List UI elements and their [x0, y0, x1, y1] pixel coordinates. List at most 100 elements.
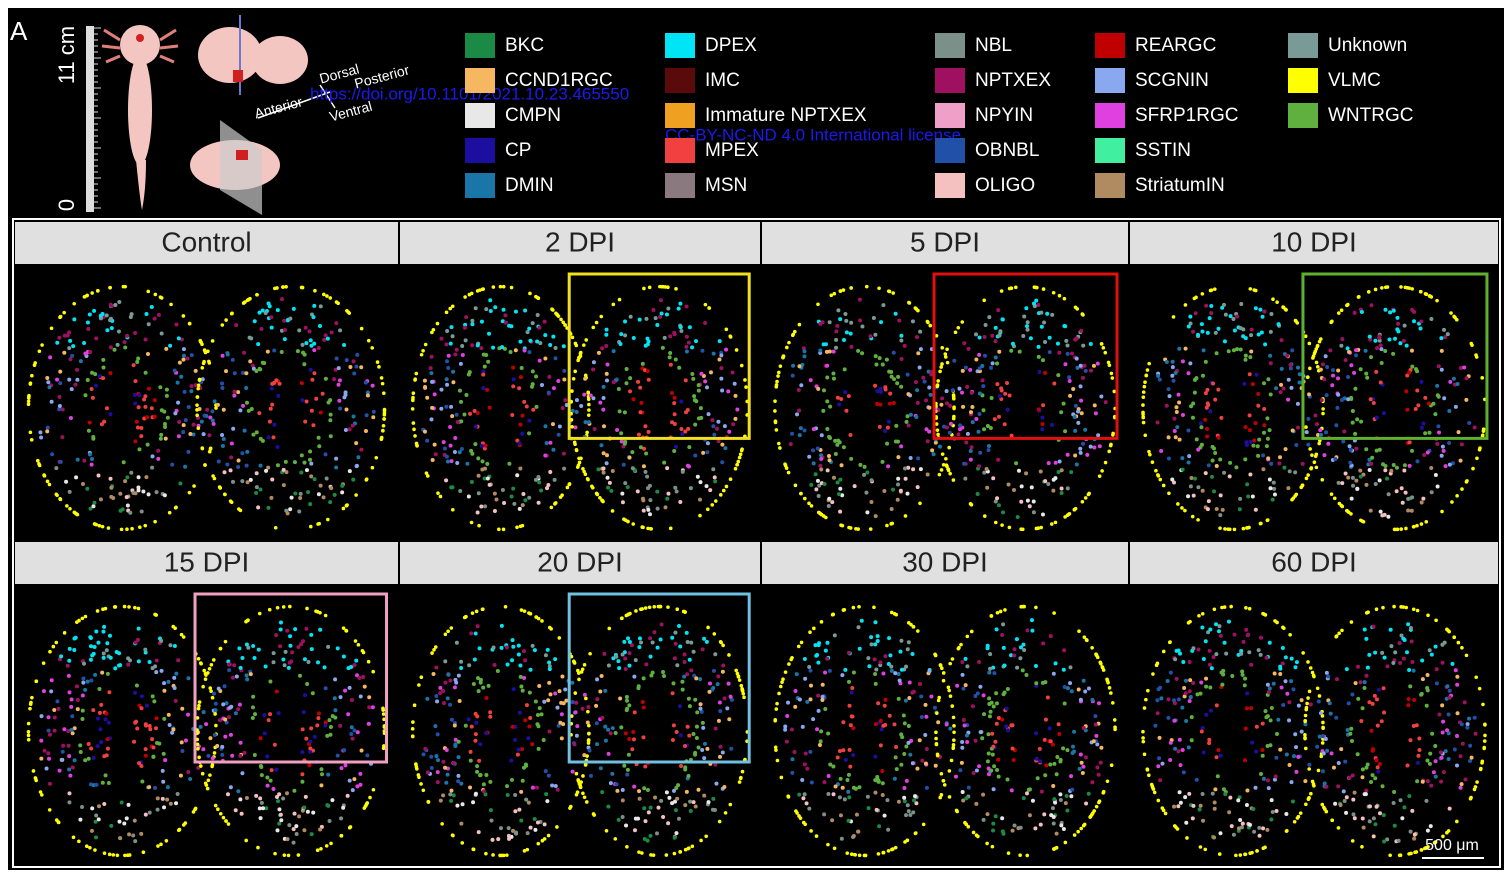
- tissue-dot: [683, 744, 687, 748]
- tissue-dot: [1053, 476, 1057, 480]
- tissue-dot: [914, 832, 918, 836]
- tissue-dot: [1379, 347, 1383, 351]
- tissue-dot: [1170, 374, 1174, 378]
- tissue-dot: [672, 681, 676, 685]
- tissue-dot: [721, 664, 725, 668]
- tissue-dot: [137, 627, 141, 631]
- tissue-dot: [1141, 416, 1145, 420]
- tissue-dot: [1217, 436, 1221, 440]
- tissue-dot: [698, 677, 702, 681]
- tissue-dot: [150, 406, 154, 410]
- tissue-dot: [948, 431, 952, 435]
- tissue-dot: [899, 334, 903, 338]
- tissue-dot: [1405, 344, 1409, 348]
- tissue-dot: [724, 811, 728, 815]
- tissue-dot: [448, 792, 452, 796]
- tissue-dot: [619, 725, 623, 729]
- tissue-dot: [310, 378, 314, 382]
- tissue-dot: [464, 315, 468, 319]
- tissue-dot: [1188, 315, 1192, 319]
- tissue-dot: [66, 664, 70, 668]
- tissue-dot: [1249, 706, 1253, 710]
- tissue-dot: [1025, 324, 1029, 328]
- tissue-dot: [825, 375, 829, 379]
- tissue-dot: [543, 453, 547, 457]
- tissue-dot: [548, 470, 552, 474]
- tissue-dot: [179, 375, 183, 379]
- tissue-dot: [832, 350, 836, 354]
- tissue-dot: [1234, 854, 1238, 858]
- tissue-dot: [727, 682, 731, 686]
- tissue-dot: [1030, 629, 1034, 633]
- tissue-dot: [706, 507, 710, 511]
- tissue-dot: [885, 358, 889, 362]
- tissue-dot: [1022, 314, 1026, 318]
- tissue-dot: [1244, 606, 1248, 610]
- tissue-dot: [1028, 504, 1032, 508]
- tissue-dot: [155, 716, 159, 720]
- tissue-dot: [61, 750, 65, 754]
- tissue-dot: [536, 713, 540, 717]
- tissue-dot: [1070, 689, 1074, 693]
- tissue-dot: [693, 751, 697, 755]
- tissue-dot: [1243, 358, 1247, 362]
- tissue-dot: [153, 613, 157, 617]
- tissue-dot: [991, 476, 995, 480]
- tissue-dot: [599, 443, 603, 447]
- tissue-dot: [1030, 618, 1034, 622]
- tissue-dot: [879, 320, 883, 324]
- tissue-dot: [514, 310, 518, 314]
- tissue-dot: [873, 384, 877, 388]
- tissue-dot: [1408, 440, 1412, 444]
- tissue-dot: [643, 424, 647, 428]
- tissue-dot: [271, 787, 275, 791]
- legend-swatch: [465, 33, 495, 58]
- tissue-dot: [140, 779, 144, 783]
- tissue-dot: [154, 293, 158, 297]
- tissue-dot: [1437, 395, 1441, 399]
- tissue-dot: [537, 480, 541, 484]
- tissue-dot: [69, 705, 73, 709]
- tissue-dot: [87, 429, 91, 433]
- tissue-dot: [720, 460, 724, 464]
- tissue-dot: [1420, 426, 1424, 430]
- tissue-dot: [313, 477, 317, 481]
- tissue-dot: [693, 398, 697, 402]
- tissue-dot: [673, 412, 677, 416]
- tissue-dot: [669, 363, 673, 367]
- tissue-dot: [820, 620, 824, 624]
- tissue-dot: [684, 345, 688, 349]
- tissue-dot: [279, 620, 283, 624]
- tissue-dot: [93, 673, 97, 677]
- tissue-dot: [1039, 823, 1043, 827]
- tissue-dot: [1081, 376, 1085, 380]
- tissue-dot: [1261, 722, 1265, 726]
- tissue-dot: [600, 716, 604, 720]
- tissue-dot: [1404, 527, 1408, 531]
- tissue-dot: [257, 648, 261, 652]
- tissue-dot: [188, 432, 192, 436]
- tissue-dot: [1266, 683, 1270, 687]
- tissue-dot: [637, 789, 641, 793]
- tissue-dot: [1001, 510, 1005, 514]
- tissue-dot: [713, 479, 717, 483]
- tissue-dot: [288, 605, 292, 609]
- tissue-dot: [587, 413, 591, 417]
- tissue-dot: [212, 422, 216, 426]
- tissue-dot: [1038, 747, 1042, 751]
- tissue-dot: [680, 432, 684, 436]
- tissue-dot: [900, 668, 904, 672]
- tissue-dot: [858, 463, 862, 467]
- tissue-dot: [1006, 408, 1010, 412]
- tissue-dot: [1470, 343, 1474, 347]
- tissue-dot: [1280, 338, 1284, 342]
- tissue-dot: [574, 710, 578, 714]
- tissue-dot: [1442, 396, 1446, 400]
- tissue-dot: [1354, 447, 1358, 451]
- tissue-dot: [105, 328, 109, 332]
- tissue-dot: [1010, 788, 1014, 792]
- tissue-dot: [371, 384, 375, 388]
- tissue-dot: [821, 409, 825, 413]
- tissue-dot: [434, 694, 438, 698]
- tissue-dot: [960, 391, 964, 395]
